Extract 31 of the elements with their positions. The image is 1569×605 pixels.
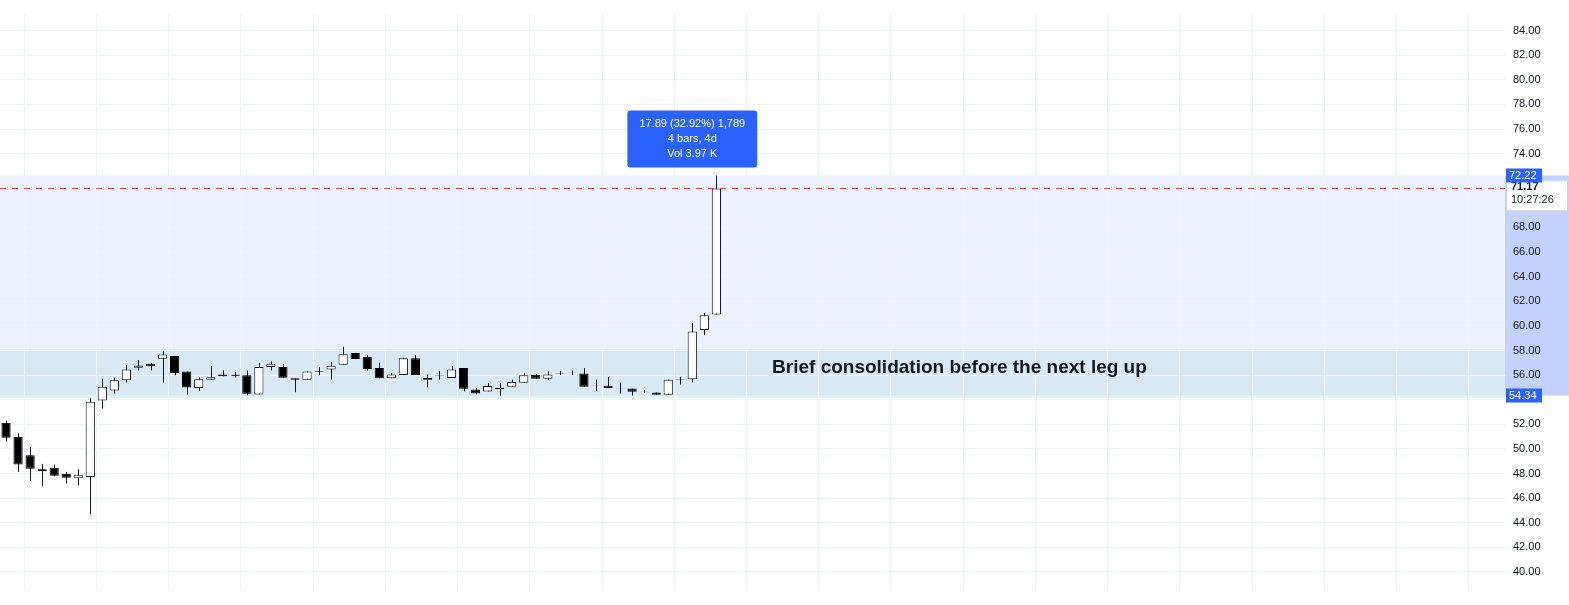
y-tick-label: 56.00: [1513, 368, 1541, 381]
candlestick: [97, 378, 107, 410]
annotation: Brief consolidation before the next leg up: [772, 355, 1147, 377]
y-tick-label: 52.00: [1513, 417, 1541, 430]
y-tick-label: 76.00: [1513, 122, 1541, 135]
y-tick-label: 74.00: [1513, 146, 1541, 159]
y-tick-label: 60.00: [1513, 318, 1541, 331]
y-tick-label: 68.00: [1513, 220, 1541, 233]
y-tick-label: 62.00: [1513, 294, 1541, 307]
y-tick-label: 64.00: [1513, 269, 1541, 282]
annotation: 17.89 (32.92%) 1,789 4 bars, 4d Vol 3.97 K: [639, 116, 746, 159]
y-tick-label: 50.00: [1513, 441, 1541, 454]
candlestick: [458, 367, 469, 392]
y-tick-label: 42.00: [1513, 540, 1541, 553]
y-tick-label: 46.00: [1513, 491, 1541, 504]
y-tick-label: 78.00: [1513, 97, 1541, 110]
annotation: 72.22: [1509, 168, 1537, 181]
y-tick-label: 58.00: [1513, 343, 1541, 356]
y-tick-label: 66.00: [1513, 245, 1541, 258]
candlestick: [25, 446, 35, 482]
candlestick: [1, 419, 11, 443]
y-tick-label: 48.00: [1513, 466, 1541, 479]
candlestick: [242, 370, 252, 396]
y-tick-label: 44.00: [1513, 515, 1541, 528]
y-tick-label: 82.00: [1513, 48, 1541, 61]
candlestick: [169, 355, 180, 376]
y-tick-label: 84.00: [1513, 23, 1541, 36]
annotation: 54.34: [1509, 388, 1537, 401]
y-tick-label: 80.00: [1513, 72, 1541, 85]
ref-line-label: 71.17 10:27:26: [1511, 180, 1554, 206]
y-tick-label: 40.00: [1513, 564, 1541, 577]
